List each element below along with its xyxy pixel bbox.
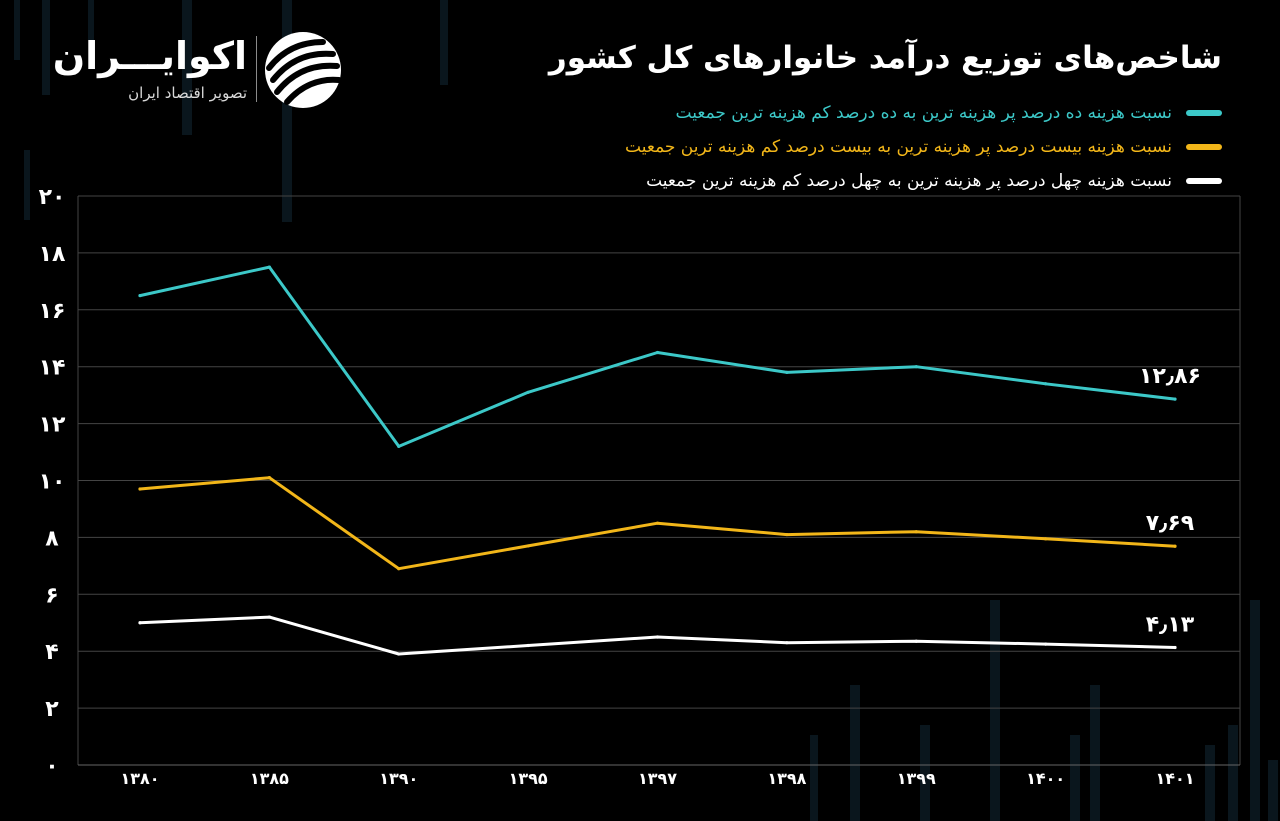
data-point [138, 293, 142, 298]
bg-bar-4 [282, 0, 292, 222]
x-tick-label: ۱۳۹۸ [767, 769, 806, 788]
data-point [526, 544, 530, 548]
data-point [397, 567, 401, 571]
bg-bar-6 [24, 150, 30, 220]
legend-item-top40: نسبت هزینه چهل درصد پر هزینه ترین به چهل… [625, 164, 1222, 198]
end-value-label: ۴٫۱۳ [1146, 613, 1195, 638]
x-tick-label: ۱۳۹۹ [897, 769, 936, 788]
data-point [397, 652, 401, 656]
brand-logo: اکوایـــران تصویر اقتصاد ایران [38, 30, 342, 110]
bg-bar-7 [990, 600, 1000, 821]
data-point [138, 487, 142, 491]
data-point [655, 635, 660, 639]
data-point [526, 643, 530, 648]
data-point [526, 390, 530, 394]
y-tick-label: ۱۸ [39, 242, 66, 267]
x-tick-label: ۱۳۹۰ [379, 769, 418, 788]
bg-bar-3 [182, 0, 192, 135]
bg-bar-16 [920, 725, 930, 821]
data-point [1044, 642, 1048, 646]
data-point [1173, 645, 1177, 650]
bg-bar-8 [1250, 600, 1260, 821]
data-point [785, 641, 789, 645]
data-point [138, 621, 142, 625]
data-point [1044, 382, 1048, 386]
data-point [785, 532, 789, 537]
end-value-label: ۱۲٫۸۶ [1139, 364, 1201, 389]
y-tick-label: ۱۶ [39, 299, 66, 324]
data-point [914, 530, 918, 534]
y-tick-label: ۱۲ [39, 413, 66, 438]
legend-label-top40: نسبت هزینه چهل درصد پر هزینه ترین به چهل… [646, 171, 1172, 191]
data-point [267, 615, 271, 619]
y-tick-label: ۰ [45, 754, 58, 779]
brand-tagline: تصویر اقتصاد ایران [128, 84, 247, 102]
logo-divider [256, 36, 257, 102]
brand-mark-icon [265, 32, 342, 108]
legend-item-top10: نسبت هزینه ده درصد پر هزینه ترین به ده د… [625, 96, 1222, 130]
x-tick-label: ۱۳۹۵ [509, 769, 548, 788]
x-tick-label: ۱۴۰۰ [1026, 769, 1065, 788]
legend-swatch-white [1186, 178, 1222, 184]
y-tick-label: ۶ [45, 583, 58, 608]
legend-item-top20: نسبت هزینه بیست درصد پر هزینه ترین به بی… [625, 130, 1222, 164]
x-tick-label: ۱۳۸۰ [120, 769, 159, 788]
y-tick-label: ۲ [45, 697, 59, 722]
brand-name: اکوایـــران [52, 34, 247, 78]
data-point [1173, 544, 1177, 548]
bg-bar-10 [1090, 685, 1100, 821]
data-point [914, 365, 918, 369]
y-tick-label: ۲۰ [39, 185, 66, 210]
bg-bar-1 [42, 0, 50, 95]
legend-swatch-yellow [1186, 144, 1222, 150]
data-point [655, 521, 660, 525]
data-point [267, 265, 271, 269]
data-point [267, 476, 271, 480]
y-tick-label: ۸ [45, 526, 59, 551]
data-point [914, 639, 918, 643]
y-tick-label: ۱۴ [39, 356, 66, 381]
data-point [655, 350, 660, 355]
data-point [785, 370, 789, 374]
bg-bar-12 [1070, 735, 1080, 821]
y-tick-label: ۱۰ [39, 470, 66, 495]
data-point [397, 444, 401, 448]
x-tick-label: ۱۳۸۵ [250, 769, 289, 788]
bg-bar-13 [1205, 745, 1215, 821]
data-point [1173, 397, 1177, 401]
x-tick-label: ۱۳۹۷ [638, 769, 677, 788]
end-value-label: ۷٫۶۹ [1146, 511, 1195, 536]
bg-bar-14 [1228, 725, 1238, 821]
y-tick-label: ۴ [45, 640, 58, 665]
chart-title: شاخص‌های توزیع درآمد خانوارهای کل کشور [548, 40, 1222, 76]
chart-legend: نسبت هزینه ده درصد پر هزینه ترین به ده د… [625, 96, 1222, 198]
legend-label-top10: نسبت هزینه ده درصد پر هزینه ترین به ده د… [675, 103, 1172, 123]
data-point [1044, 537, 1048, 541]
bg-bar-15 [1268, 760, 1278, 821]
legend-label-top20: نسبت هزینه بیست درصد پر هزینه ترین به بی… [625, 137, 1172, 157]
x-tick-label: ۱۴۰۱ [1155, 769, 1194, 788]
bg-bar-9 [850, 685, 860, 821]
series-line-0 [138, 265, 1177, 448]
bg-bar-5 [440, 0, 448, 85]
bg-bar-0 [14, 0, 20, 60]
legend-swatch-teal [1186, 110, 1222, 116]
bg-bar-11 [810, 735, 818, 821]
bg-bar-2 [88, 0, 94, 40]
